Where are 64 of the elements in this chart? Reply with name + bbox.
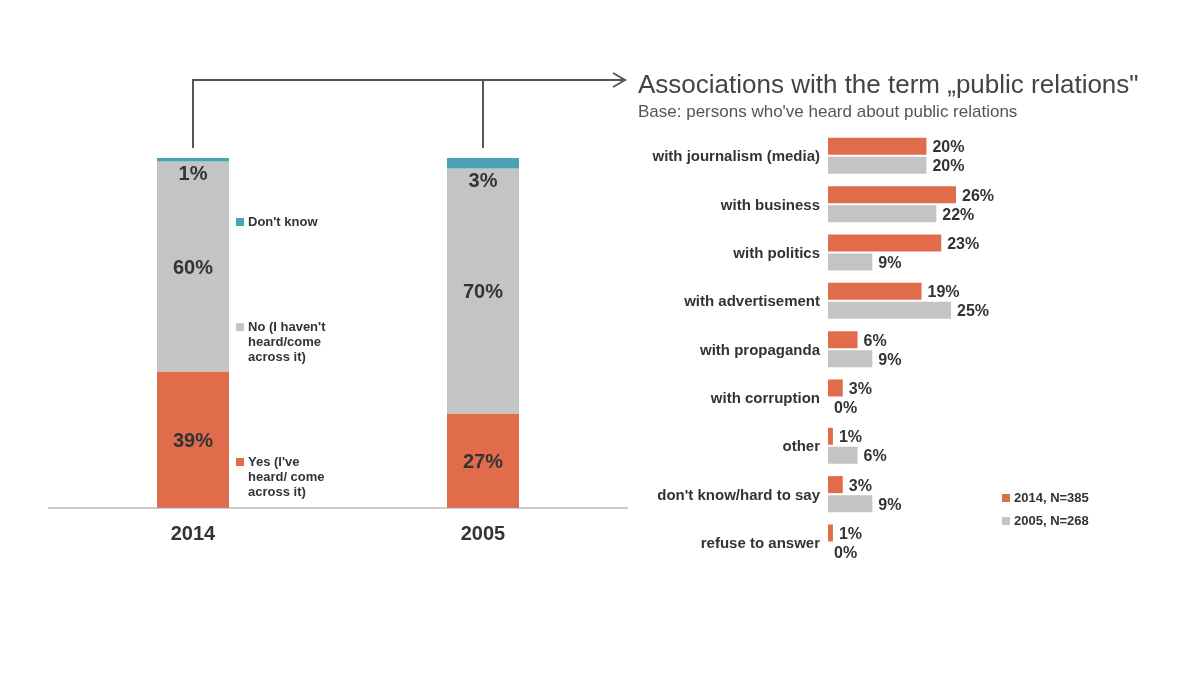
bar [828,137,927,155]
bar [828,524,833,542]
data-label: 9% [878,495,902,513]
bar [828,156,927,174]
bar [447,158,519,169]
legend-label: Yes (I've heard/ come across it) [248,454,326,499]
data-label: 25% [957,302,990,320]
bar [828,446,858,464]
y-tick-label: refuse to answer [700,534,821,552]
data-label: 0% [834,543,858,561]
bar [828,234,942,252]
bar [828,476,843,494]
chart-subtitle: Base: persons who've heard about public relations [638,102,1019,122]
data-label: 1% [178,161,208,184]
data-label: 22% [942,205,975,223]
legend-label: No (I haven't heard/come across it) [248,319,327,364]
y-tick-label: with advertisement [683,292,820,310]
data-label: 20% [932,157,965,175]
data-label: 1% [838,428,863,446]
bar [828,253,873,271]
data-label: 27% [462,449,504,472]
data-label: 1% [838,524,863,542]
x-tick-label: 2005 [460,522,506,545]
data-label: 3% [848,476,872,494]
bar [447,413,519,508]
bar [828,379,843,397]
data-label: 20% [932,138,965,156]
bar [828,350,873,368]
data-label: 9% [878,253,902,271]
bar [828,282,922,300]
bar [828,427,833,445]
bar [157,371,229,508]
data-label: 0% [834,398,858,416]
legend-label: Don't know [248,214,318,229]
y-tick-label: with propaganda [699,340,821,358]
bar [828,186,956,204]
data-label: 23% [947,234,980,252]
bar [828,301,952,319]
data-label: 6% [863,331,887,349]
y-tick-label: other [782,437,821,455]
y-tick-label: with politics [732,244,820,262]
x-tick-label: 2014 [170,522,217,545]
legend-label: 2014, N=385 [1014,490,1089,505]
bar [157,158,229,162]
data-label: 9% [878,350,902,368]
data-label: 70% [462,280,504,302]
legend-label: 2005, N=268 [1014,513,1089,528]
y-tick-label: with journalism (media) [651,147,820,165]
bar [447,168,519,414]
data-label: 60% [172,255,214,278]
y-tick-label: don't know/hard to say [657,485,821,503]
data-label: 19% [927,283,960,301]
chart-title: Associations with the term „public relations" [638,68,1140,100]
y-tick-label: with corruption [709,389,820,407]
data-label: 3% [468,168,498,191]
y-tick-label: with business [719,195,820,213]
data-label: 6% [863,447,887,465]
data-label: 26% [962,186,995,204]
data-label: 3% [848,379,872,397]
data-label: 39% [172,428,214,451]
bar [828,495,873,513]
bar [828,331,858,349]
bar [828,205,937,223]
bar [157,161,229,372]
